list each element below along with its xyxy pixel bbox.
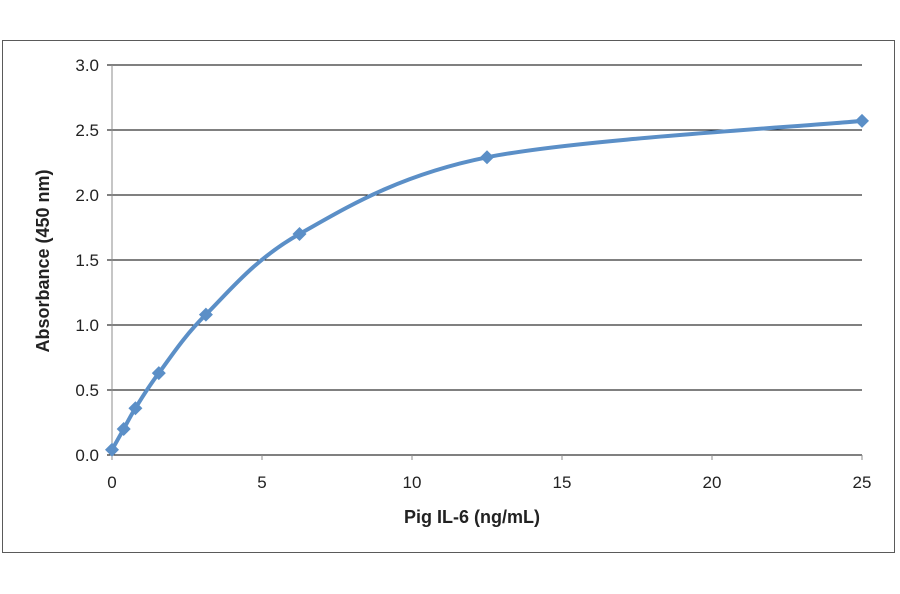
data-point-marker bbox=[128, 401, 143, 416]
y-tick-label: 0.5 bbox=[75, 381, 99, 400]
y-tick-label: 0.0 bbox=[75, 446, 99, 465]
gridlines bbox=[107, 64, 862, 456]
data-point-marker bbox=[105, 442, 119, 457]
x-axis-label: Pig IL-6 (ng/mL) bbox=[404, 507, 540, 527]
y-tick-label: 2.0 bbox=[75, 186, 99, 205]
x-tick-label: 25 bbox=[853, 473, 872, 492]
x-tick-label: 0 bbox=[107, 473, 116, 492]
x-tick-label: 5 bbox=[257, 473, 266, 492]
y-tick-label: 3.0 bbox=[75, 56, 99, 75]
x-tick-label: 10 bbox=[403, 473, 422, 492]
data-point-marker bbox=[151, 366, 166, 381]
plot-area bbox=[105, 113, 869, 457]
x-tick-label: 20 bbox=[703, 473, 722, 492]
y-tick-label: 1.5 bbox=[75, 251, 99, 270]
data-point-marker bbox=[116, 422, 131, 436]
x-tick-label: 15 bbox=[553, 473, 572, 492]
axes bbox=[111, 65, 863, 460]
series-line bbox=[110, 118, 864, 452]
y-tick-label: 2.5 bbox=[75, 121, 99, 140]
chart-frame bbox=[2, 40, 895, 553]
x-tick-labels: 0 5 10 15 20 25 bbox=[107, 473, 871, 492]
data-point-marker bbox=[480, 150, 494, 165]
y-tick-label: 1.0 bbox=[75, 316, 99, 335]
y-tick-labels: 0.0 0.5 1.0 1.5 2.0 2.5 3.0 bbox=[75, 56, 99, 465]
data-point-marker bbox=[198, 307, 213, 322]
data-point-marker bbox=[292, 227, 307, 241]
y-axis-label: Absorbance (450 nm) bbox=[33, 169, 53, 352]
data-point-marker bbox=[855, 113, 869, 128]
